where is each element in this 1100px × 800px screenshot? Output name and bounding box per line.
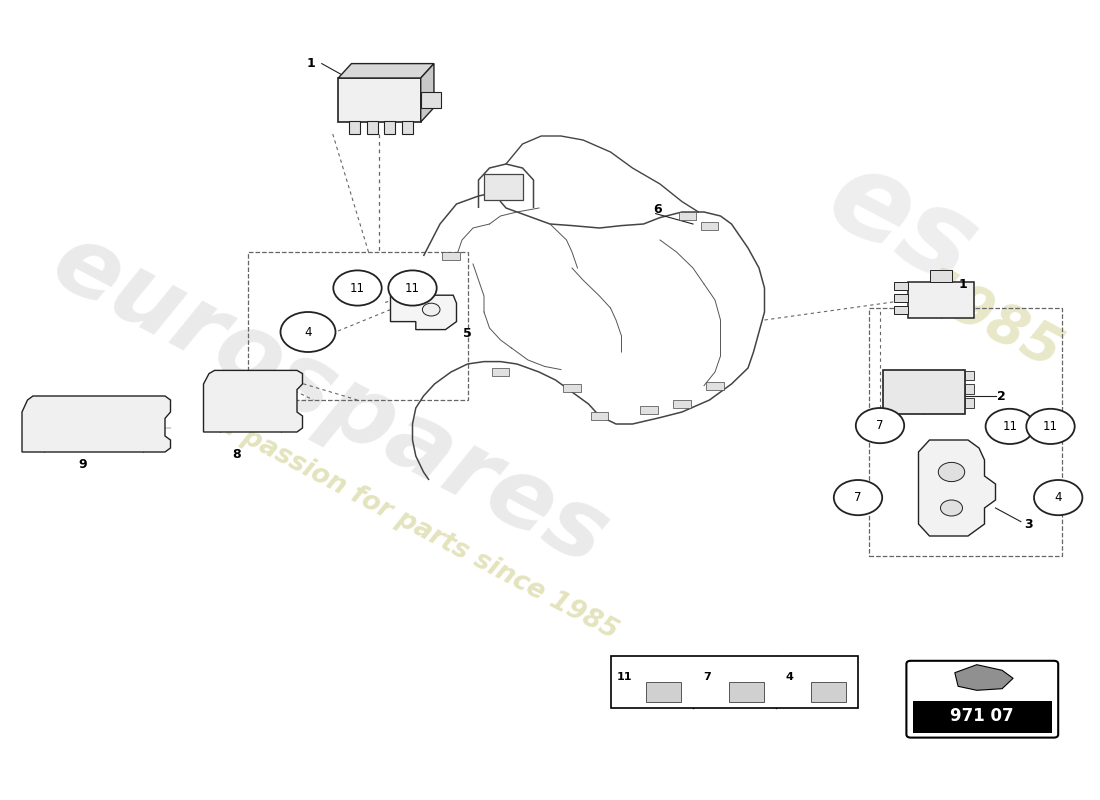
Text: 7: 7: [855, 491, 861, 504]
FancyBboxPatch shape: [908, 282, 974, 318]
FancyBboxPatch shape: [679, 212, 696, 220]
Circle shape: [940, 500, 962, 516]
Circle shape: [1026, 409, 1075, 444]
Circle shape: [938, 462, 965, 482]
Circle shape: [280, 312, 336, 352]
Text: 1985: 1985: [909, 260, 1071, 380]
FancyBboxPatch shape: [894, 294, 908, 302]
FancyBboxPatch shape: [701, 222, 718, 230]
Text: 7: 7: [877, 419, 883, 432]
FancyBboxPatch shape: [563, 384, 581, 392]
Text: 11: 11: [616, 672, 632, 682]
FancyBboxPatch shape: [367, 121, 378, 134]
Circle shape: [1034, 480, 1082, 515]
Polygon shape: [204, 370, 302, 432]
FancyBboxPatch shape: [350, 121, 361, 134]
Polygon shape: [918, 440, 996, 536]
FancyBboxPatch shape: [339, 78, 420, 122]
Text: 4: 4: [305, 326, 311, 338]
FancyBboxPatch shape: [442, 252, 460, 260]
Text: es: es: [808, 138, 996, 310]
FancyBboxPatch shape: [673, 400, 691, 408]
FancyBboxPatch shape: [492, 368, 509, 376]
Text: 1: 1: [958, 278, 967, 290]
Text: 1: 1: [307, 57, 315, 70]
FancyBboxPatch shape: [966, 371, 975, 381]
FancyBboxPatch shape: [966, 385, 975, 394]
FancyBboxPatch shape: [385, 121, 396, 134]
Circle shape: [388, 270, 437, 306]
FancyBboxPatch shape: [894, 282, 908, 290]
Circle shape: [333, 270, 382, 306]
Text: 11: 11: [1002, 420, 1018, 433]
FancyBboxPatch shape: [729, 682, 764, 702]
FancyBboxPatch shape: [913, 701, 1052, 733]
Text: 4: 4: [785, 672, 793, 682]
Polygon shape: [390, 295, 456, 330]
Text: 6: 6: [653, 203, 662, 216]
FancyBboxPatch shape: [966, 398, 975, 408]
FancyBboxPatch shape: [420, 92, 440, 108]
FancyBboxPatch shape: [647, 682, 682, 702]
FancyBboxPatch shape: [591, 412, 608, 420]
Circle shape: [856, 408, 904, 443]
FancyBboxPatch shape: [894, 306, 908, 314]
Polygon shape: [339, 64, 433, 78]
Text: 11: 11: [405, 282, 420, 294]
Circle shape: [422, 303, 440, 316]
FancyBboxPatch shape: [640, 406, 658, 414]
Text: 5: 5: [463, 327, 472, 340]
FancyBboxPatch shape: [930, 270, 952, 282]
Text: 3: 3: [1024, 518, 1033, 530]
Text: 8: 8: [232, 448, 241, 461]
Text: 7: 7: [703, 672, 711, 682]
FancyBboxPatch shape: [610, 656, 858, 708]
Text: 2: 2: [997, 390, 1005, 402]
Text: 4: 4: [1055, 491, 1061, 504]
FancyBboxPatch shape: [882, 370, 966, 414]
FancyBboxPatch shape: [706, 382, 724, 390]
Text: 9: 9: [78, 458, 87, 470]
Text: a passion for parts since 1985: a passion for parts since 1985: [213, 411, 623, 645]
Polygon shape: [22, 396, 170, 452]
Text: 11: 11: [1043, 420, 1058, 433]
Polygon shape: [955, 665, 1013, 690]
FancyBboxPatch shape: [403, 121, 414, 134]
FancyBboxPatch shape: [906, 661, 1058, 738]
Text: eurospares: eurospares: [36, 214, 624, 586]
Text: 11: 11: [350, 282, 365, 294]
Text: 971 07: 971 07: [950, 707, 1014, 725]
Circle shape: [986, 409, 1034, 444]
FancyBboxPatch shape: [812, 682, 847, 702]
FancyBboxPatch shape: [484, 174, 522, 200]
Polygon shape: [420, 64, 433, 122]
Circle shape: [834, 480, 882, 515]
